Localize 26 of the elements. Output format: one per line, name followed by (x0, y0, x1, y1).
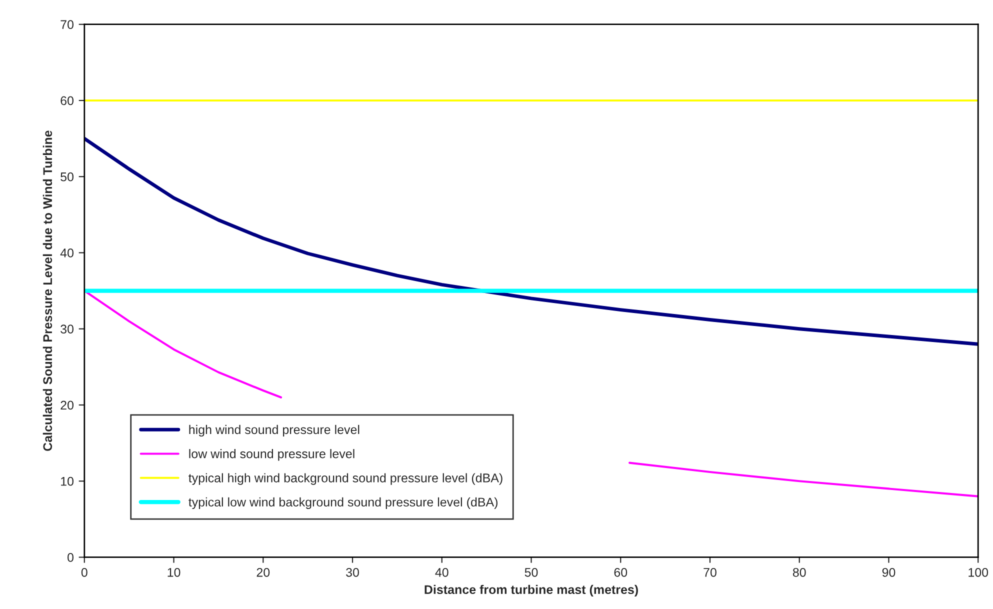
y-tick-label: 10 (61, 476, 74, 486)
x-tick-label: 80 (792, 568, 806, 577)
line-series (84, 136, 978, 346)
y-tick-label: 30 (60, 324, 74, 334)
x-tick-label: 20 (256, 568, 270, 577)
y-tick-label: 0 (68, 553, 74, 562)
x-tick-label: 70 (704, 568, 716, 577)
y-tick-label: 20 (60, 400, 74, 410)
x-tick-label: 50 (524, 568, 538, 577)
x-tick-label: 100 (968, 568, 988, 577)
y-tick-label: 70 (60, 20, 74, 30)
x-tick-label: 90 (882, 568, 896, 577)
x-tick-label: 10 (168, 568, 180, 577)
legend-label: low wind sound pressure level (189, 449, 354, 461)
y-axis-title: Calculated Sound Pressure Level due to Wind Turbine (42, 130, 52, 451)
x-tick-label: 60 (614, 568, 628, 577)
x-tick-label: 40 (435, 568, 448, 577)
y-tick-label: 50 (60, 172, 74, 182)
x-tick-label: 0 (81, 568, 88, 577)
x-axis-title: Distance from turbine mast (metres) (424, 584, 638, 597)
y-tick-label: 40 (60, 248, 74, 258)
legend-label: typical high wind background sound pressure level (dBA) (188, 473, 502, 485)
y-tick-label: 60 (60, 96, 74, 106)
x-tick-label: 30 (346, 568, 359, 577)
legend-label: high wind sound pressure level (189, 424, 360, 437)
legend-label: typical low wind background sound pressure level (dBA) (188, 497, 498, 510)
